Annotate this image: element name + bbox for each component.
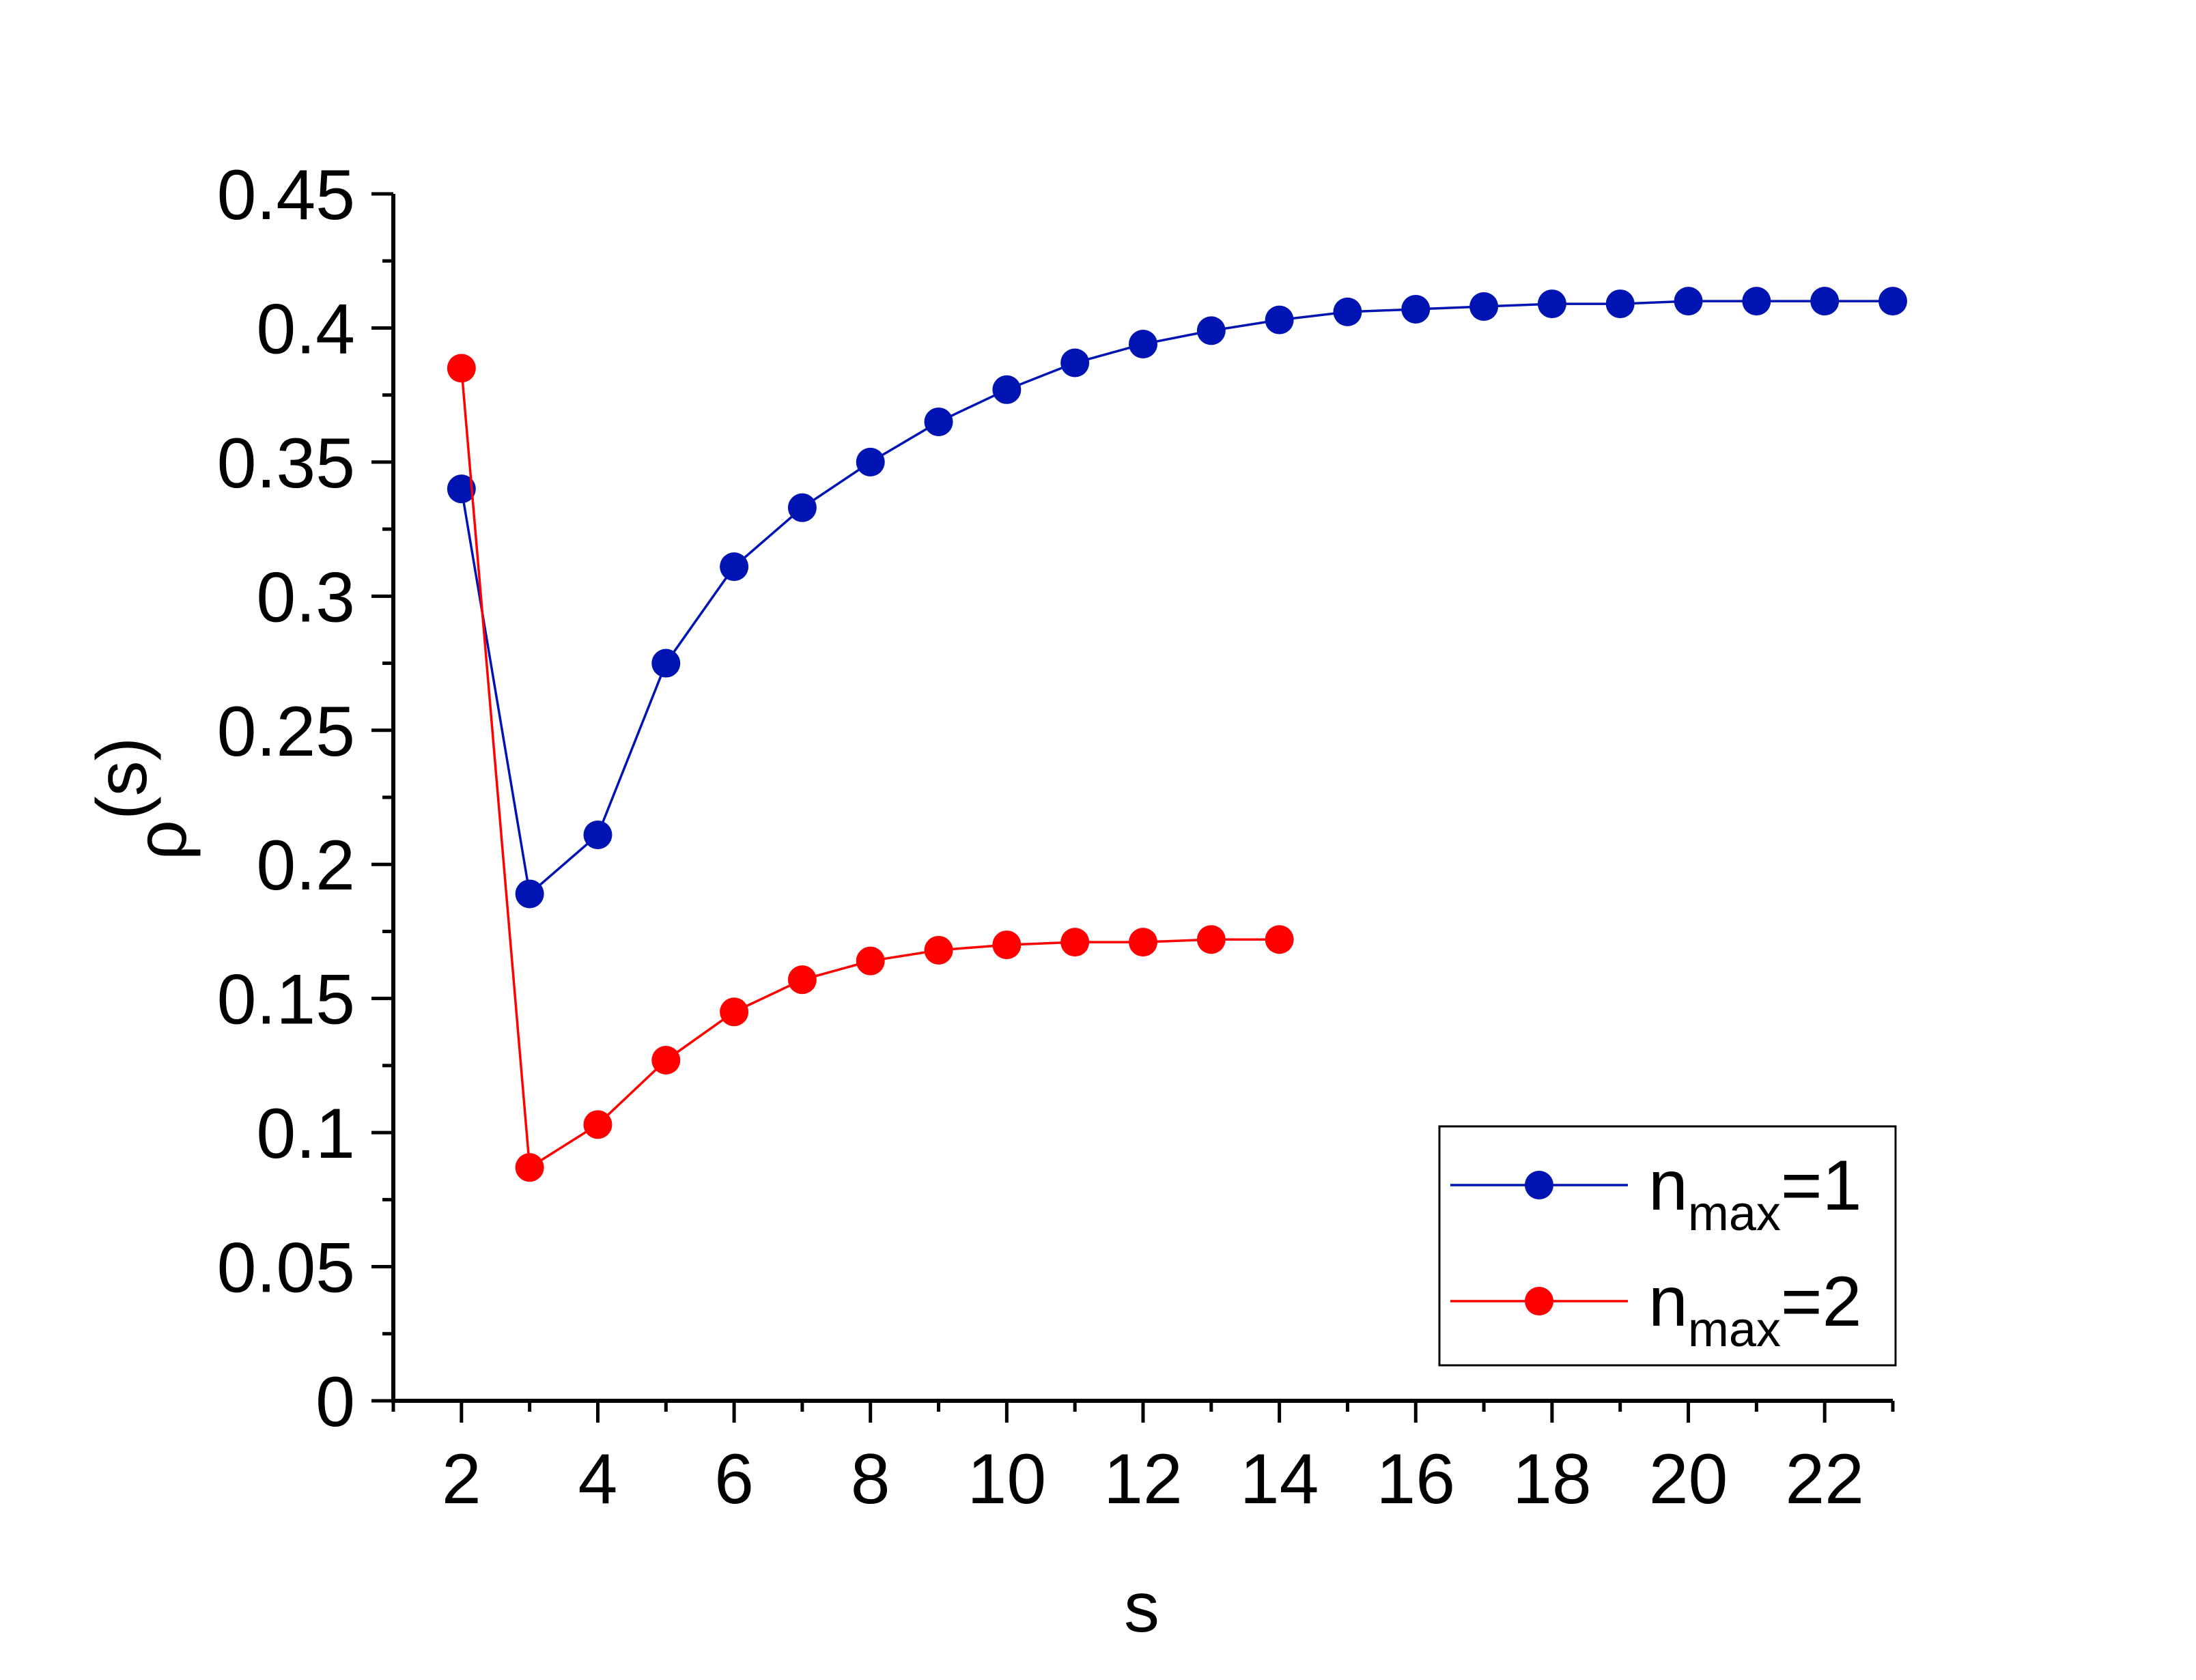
data-point	[924, 407, 953, 436]
data-point	[447, 354, 476, 383]
y-axis-label-sup: (s)	[83, 737, 162, 820]
x-axis-label: s	[1124, 1568, 1159, 1647]
legend-entry-2: nmax=2	[1450, 1262, 1861, 1357]
legend-label-tail: =2	[1781, 1262, 1862, 1341]
data-point	[1333, 297, 1362, 326]
series-line	[460, 300, 1893, 896]
x-tick-label: 22	[1785, 1440, 1864, 1519]
data-point	[856, 447, 885, 476]
data-point	[1060, 928, 1090, 957]
data-point	[447, 474, 476, 504]
data-point	[856, 946, 885, 976]
x-axis-ticks: 2 4 6 8 10 12 14 16 18 20 22	[391, 1401, 1895, 1519]
data-point	[1129, 928, 1157, 957]
x-tick-label: 2	[442, 1440, 481, 1519]
data-point	[515, 1153, 544, 1182]
data-point	[1469, 292, 1499, 322]
data-point	[787, 965, 817, 995]
data-point	[651, 1046, 681, 1075]
y-tick-label: 0.4	[256, 289, 355, 369]
data-point	[1265, 305, 1294, 334]
data-point	[583, 1110, 613, 1139]
data-point	[1742, 287, 1771, 316]
data-point	[992, 930, 1022, 960]
data-point	[1196, 316, 1226, 345]
legend-marker	[1525, 1171, 1553, 1199]
legend-label-sub: max	[1688, 1186, 1781, 1241]
legend-label: nmax=1	[1648, 1146, 1861, 1241]
data-point	[924, 935, 953, 965]
legend-entry-1: nmax=1	[1450, 1146, 1861, 1241]
y-axis-label: ρ(s)	[83, 737, 201, 860]
data-point	[1674, 287, 1703, 316]
y-tick-label: 0.45	[217, 156, 355, 235]
data-point	[787, 493, 817, 522]
data-point	[651, 649, 681, 678]
data-point	[1605, 289, 1635, 319]
y-tick-label: 0.15	[217, 960, 355, 1040]
legend-label-tail: =1	[1781, 1146, 1862, 1225]
x-tick-label: 16	[1376, 1440, 1455, 1519]
legend-label-base: n	[1648, 1262, 1688, 1341]
data-point	[1537, 289, 1566, 319]
y-tick-label: 0.05	[217, 1229, 355, 1308]
legend-label-sub: max	[1688, 1302, 1781, 1357]
x-tick-label: 4	[578, 1440, 618, 1519]
x-tick-label: 6	[714, 1440, 754, 1519]
data-point	[992, 375, 1022, 404]
y-axis-ticks: 0 0.05 0.1 0.15 0.2 0.25 0.3 0.35 0.4 0.45	[217, 156, 393, 1442]
y-tick-label: 0.1	[256, 1094, 355, 1173]
data-point	[1878, 287, 1907, 316]
data-point	[1810, 287, 1840, 316]
legend-box	[1438, 1125, 1897, 1367]
series-2	[447, 354, 1294, 1182]
x-tick-label: 10	[968, 1440, 1047, 1519]
data-point	[1196, 925, 1226, 954]
data-point	[720, 552, 749, 582]
data-point	[720, 997, 749, 1027]
x-tick-label: 14	[1240, 1440, 1319, 1519]
data-point	[1060, 348, 1090, 378]
legend-label-base: n	[1648, 1146, 1688, 1225]
data-point	[515, 879, 544, 909]
legend-marker	[1525, 1287, 1553, 1315]
y-tick-label: 0	[315, 1363, 355, 1442]
series-layer	[447, 287, 1907, 1182]
series-line	[460, 368, 1280, 1170]
y-axis-label-base: ρ	[122, 820, 201, 860]
series-1	[447, 287, 1907, 909]
x-tick-label: 8	[851, 1440, 890, 1519]
y-tick-label: 0.2	[256, 826, 355, 905]
data-point	[1129, 330, 1157, 359]
legend-label: nmax=2	[1648, 1262, 1861, 1357]
y-tick-label: 0.35	[217, 424, 355, 503]
x-tick-label: 18	[1512, 1440, 1592, 1519]
x-tick-label: 12	[1103, 1440, 1183, 1519]
data-point	[583, 821, 613, 850]
data-point	[1401, 294, 1431, 324]
y-tick-label: 0.3	[256, 558, 355, 637]
x-tick-label: 20	[1649, 1440, 1728, 1519]
y-tick-label: 0.25	[217, 692, 355, 771]
data-point	[1265, 925, 1294, 954]
